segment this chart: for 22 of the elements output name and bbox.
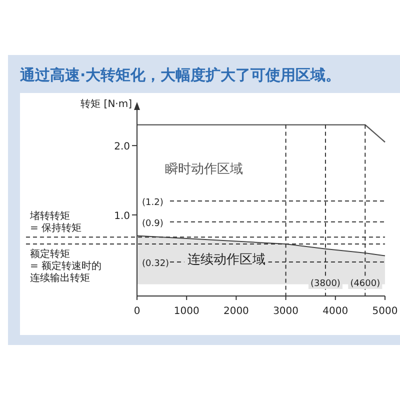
annotation: 额定转矩 = 额定转速时的连续输出转矩 [30,249,102,284]
y-axis-title: 转矩 [N·m] [80,98,132,110]
text: 瞬时动作区域 [164,162,243,177]
x-tick-label: 0 [134,306,140,317]
ref-line-label: (4600) [350,279,380,289]
y-tick-label: 1.0 [114,210,130,222]
chart-title: 通过高速·大转矩化，大幅度扩大了可使用区域。 [19,66,341,84]
series-label: 连续动作区域 [184,250,268,268]
y-tick-label: 2.0 [114,142,130,153]
series-label: 连续动作区域 [187,252,266,268]
ref-line-label: (0.9) [142,218,164,229]
x-tick-label: 5000 [372,306,398,317]
ref-line-label: (3800) [310,279,340,289]
annotation: 堵转转矩 = 保持转矩 [30,211,82,234]
x-tick-label: 3000 [273,306,299,317]
ref-line-label: (1.2) [142,198,164,208]
x-tick-label: 1000 [174,306,200,317]
x-tick-label: 2000 [223,306,249,317]
ref-line-label: (0.32) [142,259,170,270]
ref-line: (3800) [308,124,342,296]
x-tick-label: 4000 [322,306,348,317]
ref-line: (4600) [348,124,382,296]
